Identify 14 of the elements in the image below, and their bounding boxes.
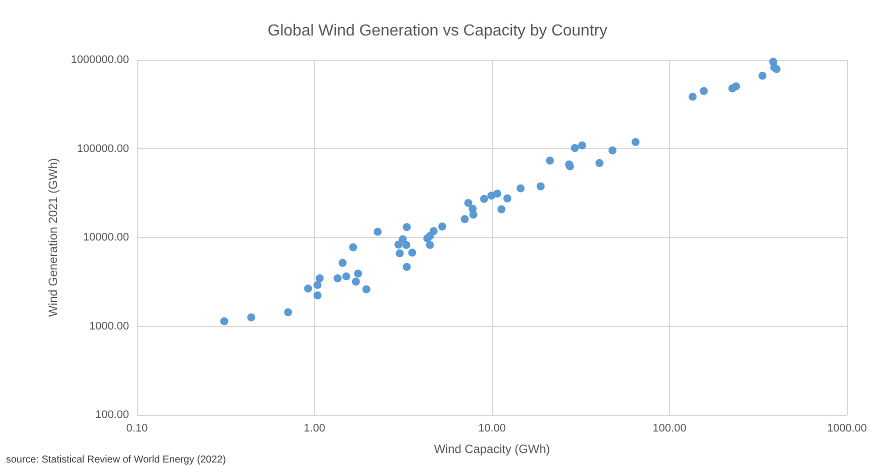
x-tick-label: 0.10 [126, 422, 148, 434]
y-tick-label: 10000.00 [83, 232, 129, 244]
x-axis-title: Wind Capacity (GWh) [434, 442, 550, 456]
y-tick-label: 100.00 [95, 409, 129, 421]
x-tick-label: 10.00 [478, 422, 506, 434]
y-tick-label: 1000.00 [89, 320, 129, 332]
x-tick-label: 1000.00 [827, 422, 867, 434]
source-note: source: Statistical Review of World Energy (2022) [6, 454, 226, 466]
chart-title: Global Wind Generation vs Capacity by Country [268, 22, 608, 40]
y-tick-label: 1000000.00 [70, 54, 129, 66]
x-tick-label: 1.00 [304, 422, 326, 434]
y-tick-label: 100000.00 [77, 142, 129, 155]
x-tick-label: 100.00 [652, 422, 686, 434]
y-axis-title: Wind Generation 2021 (GWh) [46, 158, 60, 317]
